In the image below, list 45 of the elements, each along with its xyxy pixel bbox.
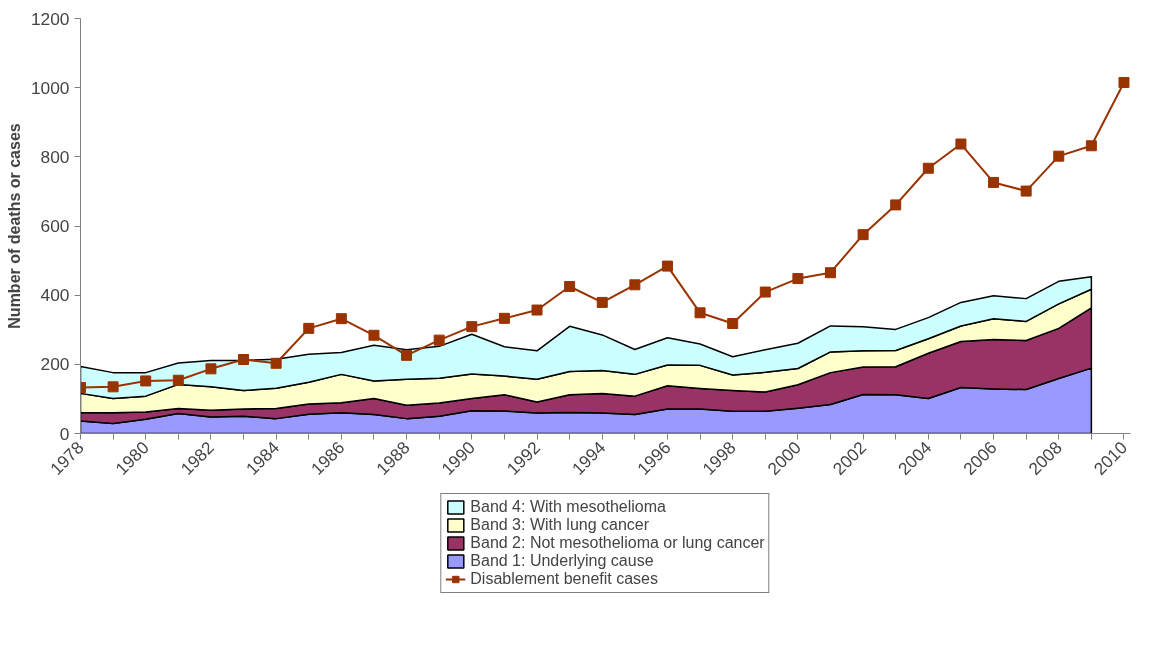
point: [433, 334, 445, 346]
y-tick-label: 200: [40, 354, 70, 375]
y-axis-title: Number of deaths or cases: [5, 123, 23, 329]
point: [922, 162, 934, 174]
point: [335, 313, 347, 325]
legend-label: Band 2: Not mesothelioma or lung cancer: [470, 534, 765, 552]
y-tick-label: 1200: [30, 8, 70, 29]
point: [401, 349, 413, 361]
point: [792, 273, 804, 285]
point: [727, 318, 739, 330]
point: [172, 374, 184, 386]
point: [107, 381, 119, 393]
point: [661, 260, 673, 272]
point: [1053, 150, 1065, 162]
y-tick-label: 0: [59, 423, 70, 444]
point: [140, 375, 152, 387]
point: [629, 279, 641, 291]
point: [825, 267, 836, 279]
point: [205, 363, 217, 375]
point: [270, 357, 282, 369]
point: [466, 321, 478, 333]
point: [1118, 76, 1130, 88]
point: [955, 138, 967, 150]
point: [368, 329, 380, 341]
legend-label: Band 3: With lung cancer: [470, 516, 650, 534]
y-tick-label: 800: [40, 146, 70, 167]
point: [694, 307, 706, 319]
legend-label: Band 1: Underlying cause: [470, 552, 654, 570]
point: [596, 296, 608, 308]
legend-label: Band 4: With mesothelioma: [470, 498, 666, 516]
point: [890, 199, 902, 211]
point: [1020, 185, 1032, 197]
point: [531, 304, 543, 316]
point: [988, 176, 1000, 188]
point: [303, 322, 315, 334]
y-tick-label: 1000: [30, 77, 70, 98]
point: [564, 281, 576, 293]
y-tick-label: 400: [40, 285, 70, 306]
point: [238, 353, 250, 365]
point: [857, 229, 869, 241]
y-tick-label: 600: [40, 216, 70, 236]
legend-label: Disablement benefit cases: [470, 570, 658, 588]
point: [498, 312, 510, 324]
point: [1085, 140, 1097, 152]
point: [759, 286, 771, 298]
